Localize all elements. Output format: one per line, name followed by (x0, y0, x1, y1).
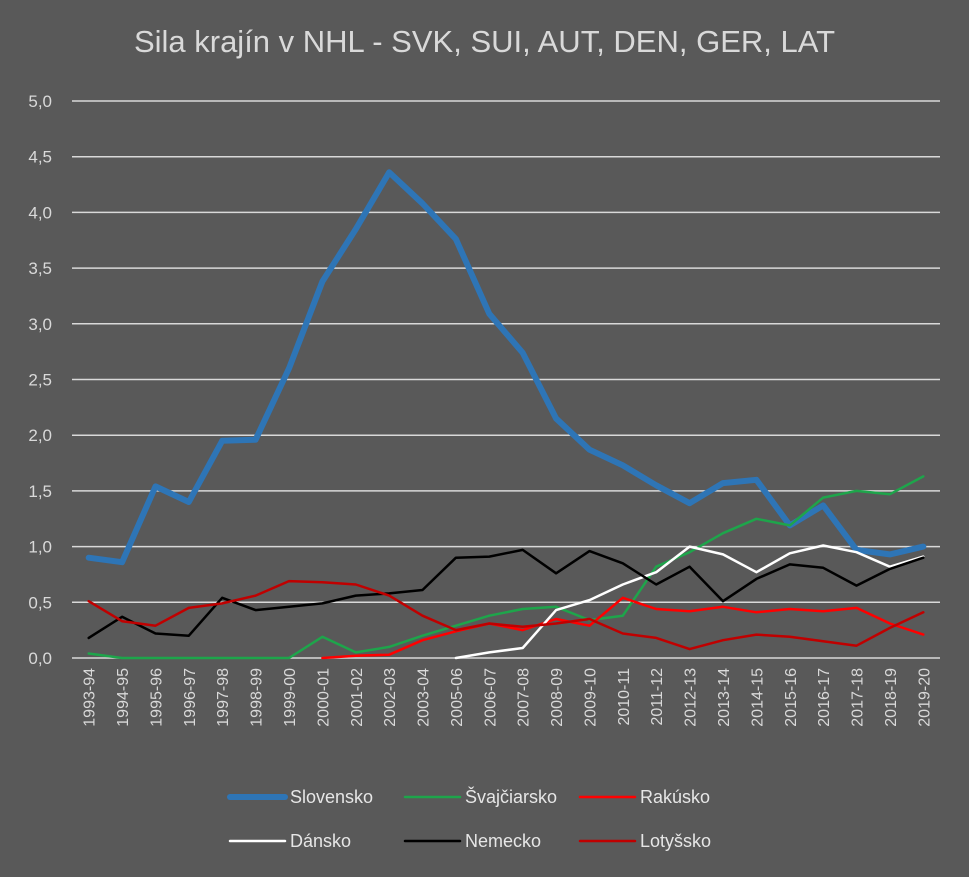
x-tick-label: 2002-03 (382, 668, 399, 727)
x-tick-label: 2019-20 (916, 668, 933, 727)
legend: Slovensko Švajčiarsko Rakúsko Dánsko Nemecko… (227, 786, 711, 851)
x-tick-label: 1994-95 (115, 668, 132, 727)
y-tick-label: 0,0 (28, 649, 52, 668)
x-tick-label: 2006-07 (482, 668, 499, 727)
x-tick-label: 2005-06 (449, 668, 466, 727)
x-tick-label: 1995-96 (148, 668, 165, 727)
y-tick-label: 2,5 (28, 371, 52, 390)
legend-label: Slovensko (290, 787, 373, 807)
x-tick-label: 1993-94 (82, 668, 99, 727)
x-tick-label: 2013-14 (716, 668, 733, 727)
y-tick-label: 2,0 (28, 426, 52, 445)
x-tick-label: 2001-02 (349, 668, 366, 727)
y-axis-ticks: 0,0 0,5 1,0 1,5 2,0 2,5 3,0 3,5 4,0 4,5 5,0 (28, 92, 52, 668)
series-line-2 (321, 596, 925, 660)
x-tick-label: 1997-98 (215, 668, 232, 727)
y-tick-label: 4,5 (28, 148, 52, 167)
y-tick-label: 5,0 (28, 92, 52, 111)
series-lines (85, 169, 927, 660)
x-tick-label: 2016-17 (816, 668, 833, 727)
series-line-5 (87, 579, 925, 651)
x-tick-label: 2007-08 (516, 668, 533, 727)
y-tick-label: 0,5 (28, 593, 52, 612)
x-tick-label: 2017-18 (850, 668, 867, 727)
x-tick-label: 2009-10 (582, 668, 599, 727)
x-tick-label: 2000-01 (315, 668, 332, 727)
x-tick-label: 2012-13 (683, 668, 700, 727)
legend-label: Švajčiarsko (465, 786, 557, 807)
chart-title: Sila krajín v NHL - SVK, SUI, AUT, DEN, … (133, 24, 836, 59)
legend-label: Dánsko (290, 831, 351, 851)
legend-label: Lotyšsko (640, 831, 711, 851)
y-tick-label: 1,5 (28, 482, 52, 501)
y-tick-label: 1,0 (28, 538, 52, 557)
legend-label: Nemecko (465, 831, 541, 851)
x-tick-label: 2015-16 (783, 668, 800, 727)
x-tick-label: 2011-12 (649, 668, 666, 726)
gridlines (72, 100, 940, 659)
x-tick-label: 2010-11 (616, 668, 633, 726)
x-axis-ticks: 1993-94 1994-95 1995-96 1996-97 1997-98 1998-… (82, 668, 934, 727)
y-tick-label: 4,0 (28, 203, 52, 222)
x-tick-label: 1999-00 (282, 668, 299, 727)
x-tick-label: 2014-15 (749, 668, 766, 727)
x-tick-label: 1998-99 (249, 668, 266, 727)
y-tick-label: 3,0 (28, 315, 52, 334)
legend-label: Rakúsko (640, 787, 710, 807)
series-line-1 (87, 475, 925, 660)
y-tick-label: 3,5 (28, 259, 52, 278)
x-tick-label: 2018-19 (883, 668, 900, 727)
series-line-3 (454, 544, 925, 660)
x-tick-label: 2003-04 (416, 668, 433, 727)
x-tick-label: 1996-97 (182, 668, 199, 727)
x-tick-label: 2008-09 (549, 668, 566, 727)
series-line-0 (85, 169, 927, 566)
series-line-4 (87, 548, 925, 640)
